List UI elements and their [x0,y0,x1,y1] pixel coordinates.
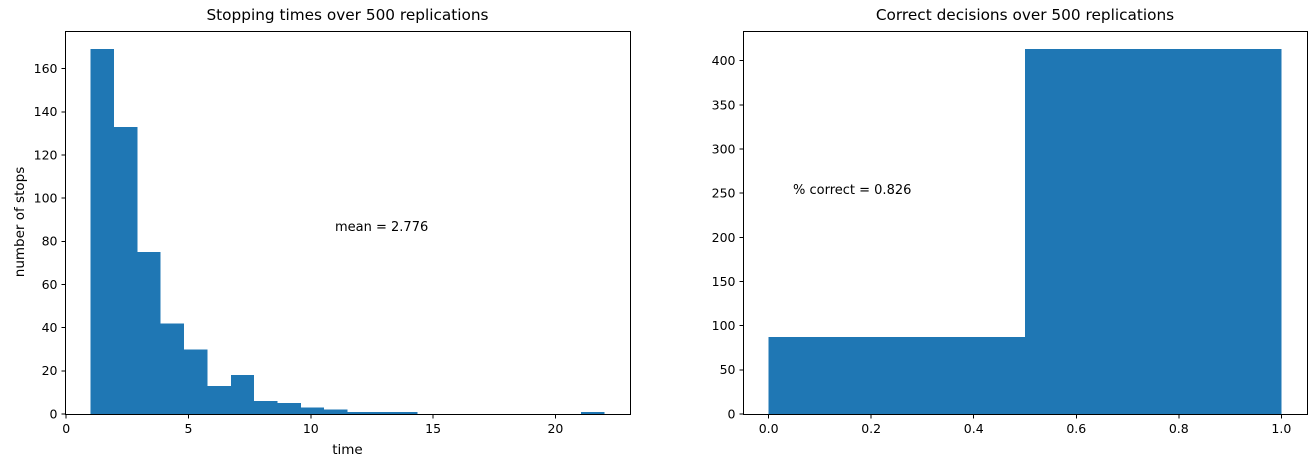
histogram-bar [580,411,605,414]
y-tick-label: 80 [42,234,58,249]
histogram-bar [277,403,301,414]
y-tick-label: 350 [712,97,736,112]
y-tick-label: 100 [34,191,58,206]
right-chart-title: Correct decisions over 500 replications [875,6,1175,24]
y-tick-label: 50 [720,362,736,377]
chart-1: 0.0 0.2 0.4 0.6 0.8 1.0 0 50 100 150 200 250 300 350 4… [712,31,1308,436]
chart-0: 0 5 10 15 20 0 20 40 60 80 100 120 140 160 [34,31,631,436]
axes-spines [743,31,1308,415]
histogram-bar [160,323,185,414]
y-tick-label: 0 [728,406,736,421]
y-tick-label: 200 [712,230,736,245]
y-tick-label: 0 [50,406,58,421]
y-tick-label: 160 [34,61,58,76]
x-tick-label: 1.0 [1271,421,1291,436]
x-tick-label: 5 [185,421,193,436]
x-tick-label: 0.8 [1169,421,1189,436]
x-tick-label: 0 [62,421,70,436]
histogram-bar [137,252,161,414]
y-tick-label: 100 [712,318,736,333]
axes-spines [65,31,631,415]
left-chart-title: Stopping times over 500 replications [206,6,489,24]
x-tick-label: 0.0 [759,421,779,436]
x-tick-label: 20 [547,421,563,436]
y-tick-label: 140 [34,104,58,119]
x-tick-label: 0.4 [964,421,984,436]
percent-correct-annotation: % correct = 0.826 [793,183,912,198]
histogram-bar [114,126,138,414]
left-y-axis-label: number of stops [12,166,28,278]
histogram-bar [1025,49,1282,415]
histogram-bar [254,401,278,414]
histogram-bar [394,411,418,414]
left-x-axis-label: time [332,442,363,458]
x-tick-label: 0.2 [861,421,881,436]
mean-annotation: mean = 2.776 [335,220,429,235]
y-tick-label: 300 [712,141,736,156]
y-tick-label: 400 [712,53,736,68]
x-tick-label: 10 [303,421,319,436]
histogram-bar [300,407,325,414]
y-tick-label: 250 [712,186,736,201]
y-tick-label: 60 [42,277,58,292]
histogram-bar [230,375,255,414]
x-tick-label: 15 [425,421,441,436]
histogram-bar [184,349,208,414]
histogram-bar [370,411,395,414]
histogram-bar [347,411,371,414]
histogram-bar [90,49,115,415]
histogram-bar [207,385,231,414]
y-tick-label: 150 [712,274,736,289]
y-tick-label: 120 [34,147,58,162]
histogram-bar [768,337,1025,414]
histogram-bar [324,409,348,414]
y-tick-label: 20 [42,363,58,378]
y-tick-label: 40 [42,320,58,335]
x-tick-label: 0.6 [1066,421,1086,436]
